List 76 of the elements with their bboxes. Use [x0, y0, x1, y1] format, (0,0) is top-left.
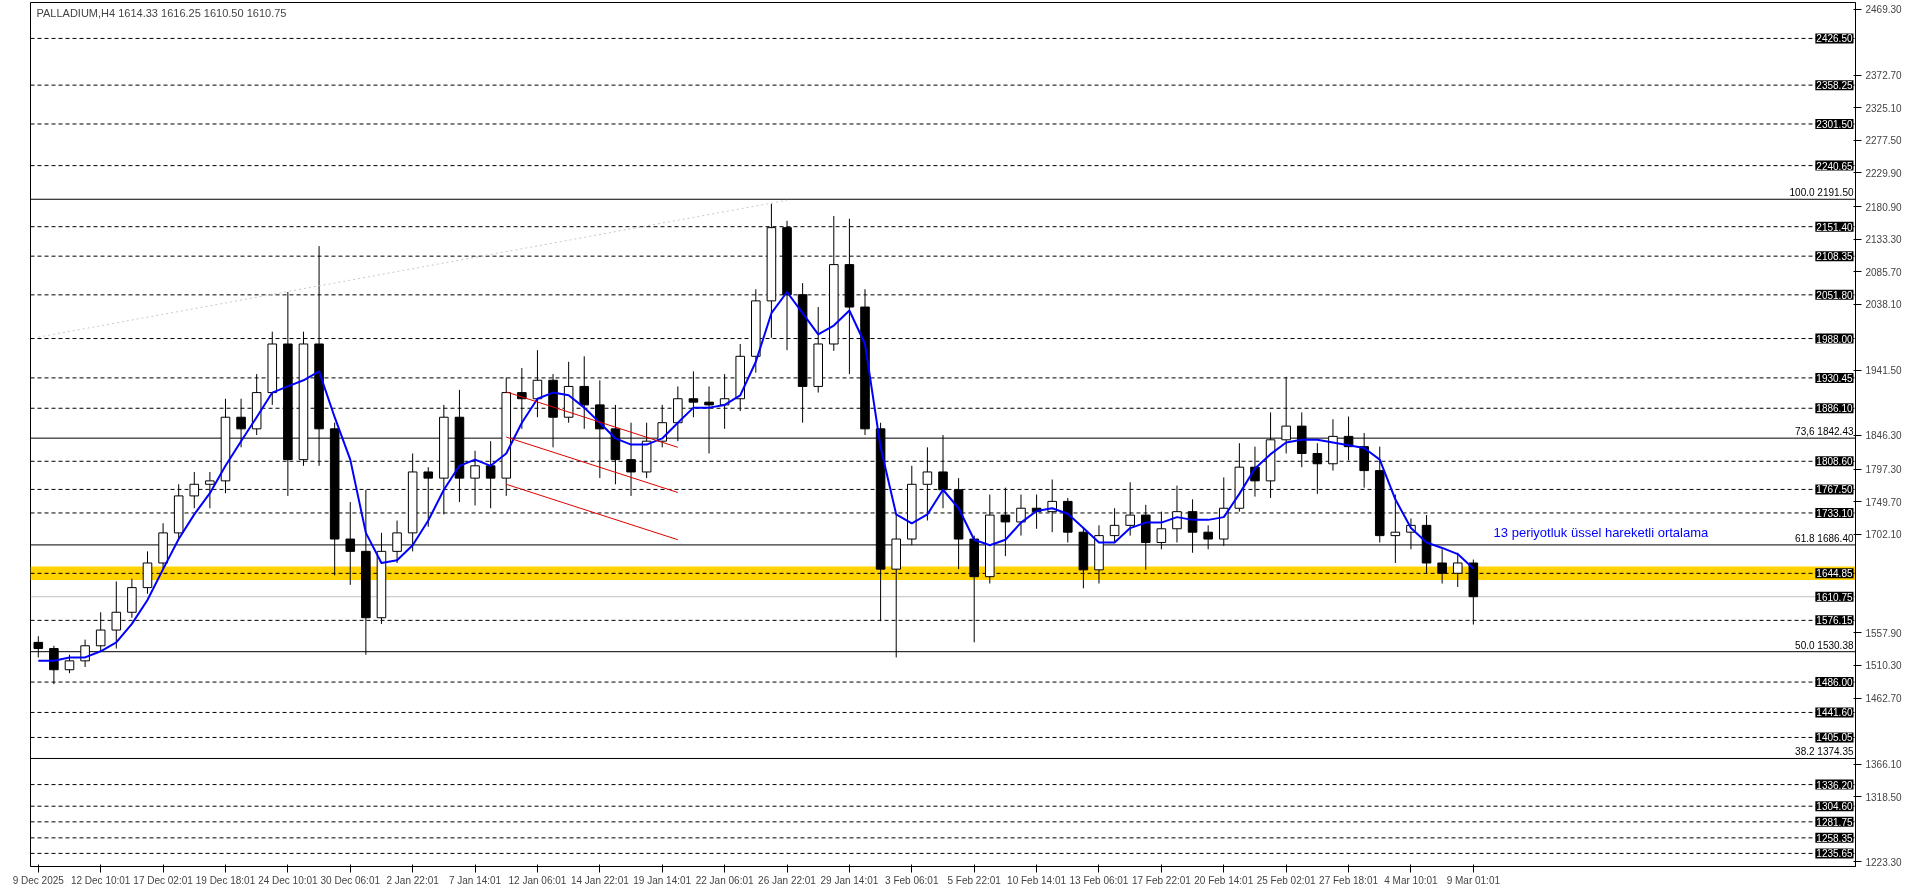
- annotation: 73,6 1842.43: [1795, 426, 1854, 438]
- x-tick-label: 25 Feb 02:01: [1256, 874, 1317, 886]
- ref-line-label: 1767.50: [1816, 484, 1853, 496]
- ref-line-label: 2301.50: [1816, 118, 1853, 130]
- x-tick-label: 30 Dec 06:01: [320, 874, 381, 886]
- y-tick-label: 2325.10: [1865, 102, 1903, 114]
- ref-line-label: 2358.25: [1816, 80, 1853, 92]
- ref-line-label: 1644.85: [1816, 568, 1853, 580]
- ref-line-label: 1281.75: [1816, 816, 1853, 828]
- x-tick-label: 9 Mar 01:01: [1446, 874, 1501, 886]
- y-tick-label: 1366.10: [1865, 759, 1903, 771]
- ref-line-label: 1336.20: [1816, 779, 1853, 791]
- ref-line-label: 1235.65: [1816, 848, 1853, 860]
- x-tick-label: 12 Jan 06:01: [508, 874, 567, 886]
- y-tick-label: 2469.30: [1865, 4, 1903, 16]
- y-tick-label: 1462.70: [1865, 693, 1903, 705]
- y-tick-label: 2085.70: [1865, 266, 1903, 278]
- annotation: 100.0 2191.50: [1789, 187, 1854, 199]
- y-tick-label: 2372.70: [1865, 70, 1903, 82]
- y-tick-label: 1749.70: [1865, 496, 1903, 508]
- chart-title: PALLADIUM,H4 1614.33 1616.25 1610.50 1610.75: [36, 6, 287, 19]
- x-tick-label: 19 Dec 18:01: [195, 874, 256, 886]
- x-tick-label: 29 Jan 14:01: [820, 874, 879, 886]
- x-tick-label: 3 Feb 06:01: [885, 874, 939, 886]
- ref-line-label: 2426.50: [1816, 33, 1853, 45]
- y-tick-label: 1941.50: [1865, 365, 1903, 377]
- x-tick-label: 9 Dec 2025: [12, 874, 65, 886]
- ref-line-label: 1886.10: [1816, 403, 1853, 415]
- x-tick-label: 14 Jan 22:01: [570, 874, 630, 886]
- y-tick-label: 1702.10: [1865, 529, 1903, 541]
- ref-line-label: 1988.00: [1816, 333, 1853, 345]
- y-tick-label: 2229.90: [1865, 167, 1903, 179]
- ref-line-label: 1441.60: [1816, 707, 1853, 719]
- ref-line-label: 1808.60: [1816, 456, 1853, 468]
- y-tick-label: 1797.30: [1865, 464, 1903, 476]
- annotation: 61.8 1686.40: [1795, 532, 1854, 544]
- text: 13 periyotluk üssel hareketli ortalama: [1493, 524, 1709, 540]
- ref-line-label: 1486.00: [1816, 677, 1853, 689]
- y-tick-label: 1510.30: [1865, 660, 1903, 672]
- y-tick-label: 2180.90: [1865, 201, 1903, 213]
- y-tick-label: 1846.30: [1865, 430, 1903, 442]
- x-tick-label: 13 Feb 06:01: [1069, 874, 1129, 886]
- x-tick-label: 20 Feb 14:01: [1194, 874, 1254, 886]
- annotation: 38.2 1374.35: [1795, 746, 1854, 758]
- ref-line-label: 1258.35: [1816, 832, 1853, 844]
- x-tick-label: 5 Feb 22:01: [947, 874, 1002, 886]
- ref-line-label: 2151.40: [1816, 221, 1853, 233]
- x-tick-label: 22 Jan 06:01: [695, 874, 754, 886]
- x-tick-label: 7 Jan 14:01: [448, 874, 502, 886]
- y-tick-label: 2133.30: [1865, 234, 1903, 246]
- x-tick-label: 10 Feb 14:01: [1007, 874, 1067, 886]
- y-tick-label: 2277.50: [1865, 135, 1903, 147]
- x-tick-label: 26 Jan 22:01: [758, 874, 817, 886]
- x-tick-label: 4 Mar 10:01: [1384, 874, 1439, 886]
- x-tick-label: 17 Feb 22:01: [1131, 874, 1192, 886]
- ref-line-label: 2108.35: [1816, 251, 1853, 263]
- y-tick-label: 1223.30: [1865, 856, 1903, 868]
- ref-line-label: 1405.05: [1816, 732, 1853, 744]
- x-tick-label: 27 Feb 18:01: [1319, 874, 1379, 886]
- x-tick-label: 24 Dec 10:01: [258, 874, 319, 886]
- x-tick-label: 2 Jan 22:01: [386, 874, 440, 886]
- ref-line-label: 2051.80: [1816, 289, 1853, 301]
- x-tick-label: 12 Dec 10:01: [70, 874, 131, 886]
- x-tick-label: 17 Dec 02:01: [133, 874, 194, 886]
- x-tick-label: 19 Jan 14:01: [633, 874, 692, 886]
- y-tick-label: 1318.50: [1865, 791, 1903, 803]
- ref-line-label: 1576.15: [1816, 615, 1853, 627]
- y-tick-label: 2038.10: [1865, 299, 1903, 311]
- candlestick: [64, 654, 75, 674]
- y-tick-label: 1557.90: [1865, 627, 1903, 639]
- ref-line-label: 1304.60: [1816, 801, 1853, 813]
- ref-line-label: 1733.10: [1816, 507, 1853, 519]
- ref-line-label: 2240.65: [1816, 160, 1853, 172]
- annotation: 50.0 1530.38: [1795, 639, 1854, 651]
- ref-line-label: 1610.75: [1816, 591, 1853, 603]
- ref-line-label: 1930.45: [1816, 372, 1853, 384]
